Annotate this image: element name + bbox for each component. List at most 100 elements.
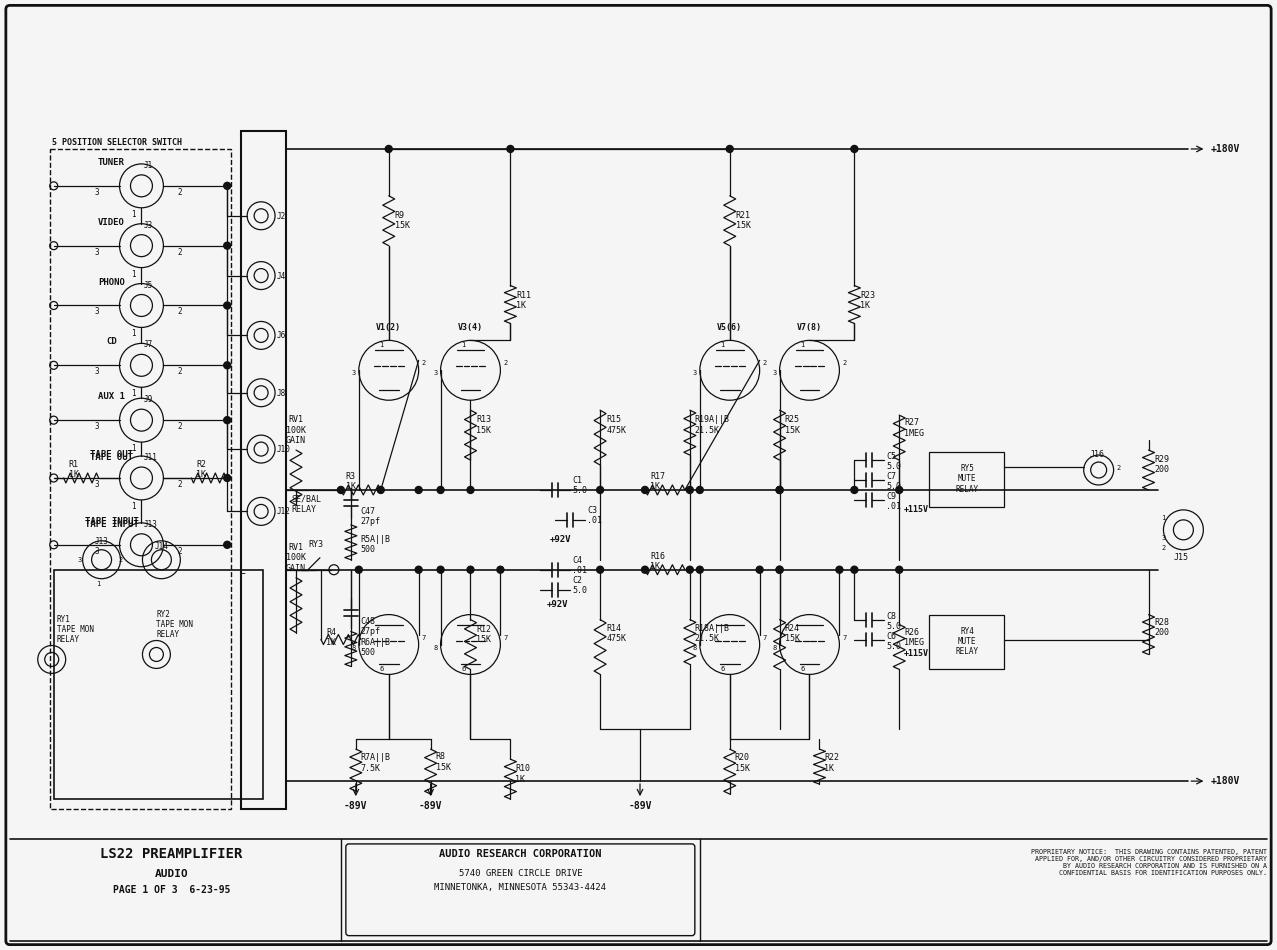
FancyBboxPatch shape [6,6,1271,944]
Text: R25
15K: R25 15K [784,415,799,434]
Text: 2: 2 [1116,466,1121,471]
Text: J4: J4 [277,272,286,280]
Text: C1
5.0: C1 5.0 [572,476,587,495]
Circle shape [223,182,231,189]
Text: J16: J16 [1089,450,1105,459]
Text: R5A||B
500: R5A||B 500 [361,535,391,554]
Text: +115V: +115V [904,504,930,514]
Text: +92V: +92V [549,535,571,543]
Text: -89V: -89V [419,801,442,811]
Text: 8: 8 [773,644,776,651]
Text: J14: J14 [155,542,169,551]
Circle shape [355,566,363,573]
Circle shape [850,486,858,493]
Text: 6: 6 [720,667,725,673]
Text: R13
15K: R13 15K [476,415,492,434]
Text: R26
1MEG: R26 1MEG [904,628,925,647]
Text: -89V: -89V [344,801,368,811]
Text: AUDIO: AUDIO [155,869,188,879]
Circle shape [756,566,764,573]
Text: 1: 1 [132,330,137,338]
Circle shape [641,486,649,493]
Text: 3: 3 [1162,535,1166,541]
Text: C4
.01: C4 .01 [572,556,587,575]
Text: 3: 3 [94,480,98,489]
Text: R1
1K: R1 1K [69,460,79,480]
Circle shape [223,474,231,482]
Circle shape [497,566,504,573]
Text: 8: 8 [351,644,356,651]
Text: 7: 7 [762,635,767,640]
Text: C9
.01: C9 .01 [886,492,902,511]
Circle shape [776,486,783,493]
Circle shape [776,486,783,493]
Text: 3: 3 [692,370,697,376]
Text: 1: 1 [132,270,137,278]
Circle shape [696,486,704,493]
Text: 7: 7 [503,635,508,640]
Text: 1: 1 [132,444,137,453]
Circle shape [596,486,604,493]
Bar [50,149,231,809]
Circle shape [895,566,903,573]
Text: R14
475K: R14 475K [607,623,626,643]
Text: 2: 2 [421,360,427,367]
Text: TAPE OUT: TAPE OUT [91,453,133,462]
Text: 2: 2 [178,422,181,431]
Text: 2: 2 [178,480,181,489]
Circle shape [696,566,704,573]
Text: 3: 3 [351,370,356,376]
Text: J12: J12 [277,507,291,517]
Text: 1: 1 [461,342,466,349]
Circle shape [776,566,783,573]
Text: 3: 3 [773,370,776,376]
Text: R16
1K: R16 1K [650,552,665,571]
Circle shape [850,566,858,573]
Text: 3: 3 [94,368,98,376]
Text: J3: J3 [143,220,153,230]
Text: C6
5.0: C6 5.0 [886,632,902,651]
Text: 1: 1 [1162,515,1166,521]
Circle shape [727,145,733,152]
Text: R24
15K: R24 15K [784,623,799,643]
Text: 1: 1 [132,390,137,398]
Text: C2
5.0: C2 5.0 [572,576,587,595]
Text: J6: J6 [277,332,286,340]
Circle shape [223,302,231,309]
Text: J10: J10 [277,446,291,454]
Circle shape [437,486,444,493]
Text: R15
475K: R15 475K [607,415,626,434]
Text: R7A||B
7.5K: R7A||B 7.5K [361,753,391,772]
Text: RY1
TAPE MON
RELAY: RY1 TAPE MON RELAY [56,615,93,644]
Text: 6: 6 [801,667,805,673]
Text: RV1
100K
GAIN: RV1 100K GAIN [286,415,306,446]
Text: 7: 7 [843,635,847,640]
Text: J8: J8 [277,389,286,398]
Text: C7
5.0: C7 5.0 [886,472,902,491]
Text: AUDIO RESEARCH CORPORATION: AUDIO RESEARCH CORPORATION [439,849,601,859]
Text: TAPE INPUT: TAPE INPUT [84,520,138,529]
Text: 3: 3 [94,547,98,556]
Circle shape [337,486,345,493]
Text: J13: J13 [94,537,109,546]
Text: 2: 2 [119,557,123,562]
Text: R4
1K: R4 1K [326,628,336,647]
Text: PROPRIETARY NOTICE:  THIS DRAWING CONTAINS PATENTED, PATENT
APPLIED FOR, AND/OR : PROPRIETARY NOTICE: THIS DRAWING CONTAIN… [1031,849,1267,876]
Text: R20
15K: R20 15K [734,753,750,772]
Text: 2: 2 [503,360,508,367]
Text: 3: 3 [94,308,98,316]
Text: C3
.01: C3 .01 [587,506,603,525]
Text: LS22 PREAMPLIFIER: LS22 PREAMPLIFIER [100,846,243,861]
Text: C47
27pf: C47 27pf [361,507,381,526]
Text: 1: 1 [801,342,805,349]
Text: J7: J7 [143,340,153,350]
Text: R3
1K: R3 1K [346,472,356,491]
Text: J1: J1 [143,161,153,170]
Text: 8: 8 [433,644,438,651]
Text: R12
15K: R12 15K [476,624,492,644]
Text: C8
5.0: C8 5.0 [886,612,902,631]
Text: R2
1K: R2 1K [197,460,207,480]
Circle shape [641,566,649,573]
Text: V7(8): V7(8) [797,323,822,332]
Text: R29
200: R29 200 [1154,455,1170,474]
